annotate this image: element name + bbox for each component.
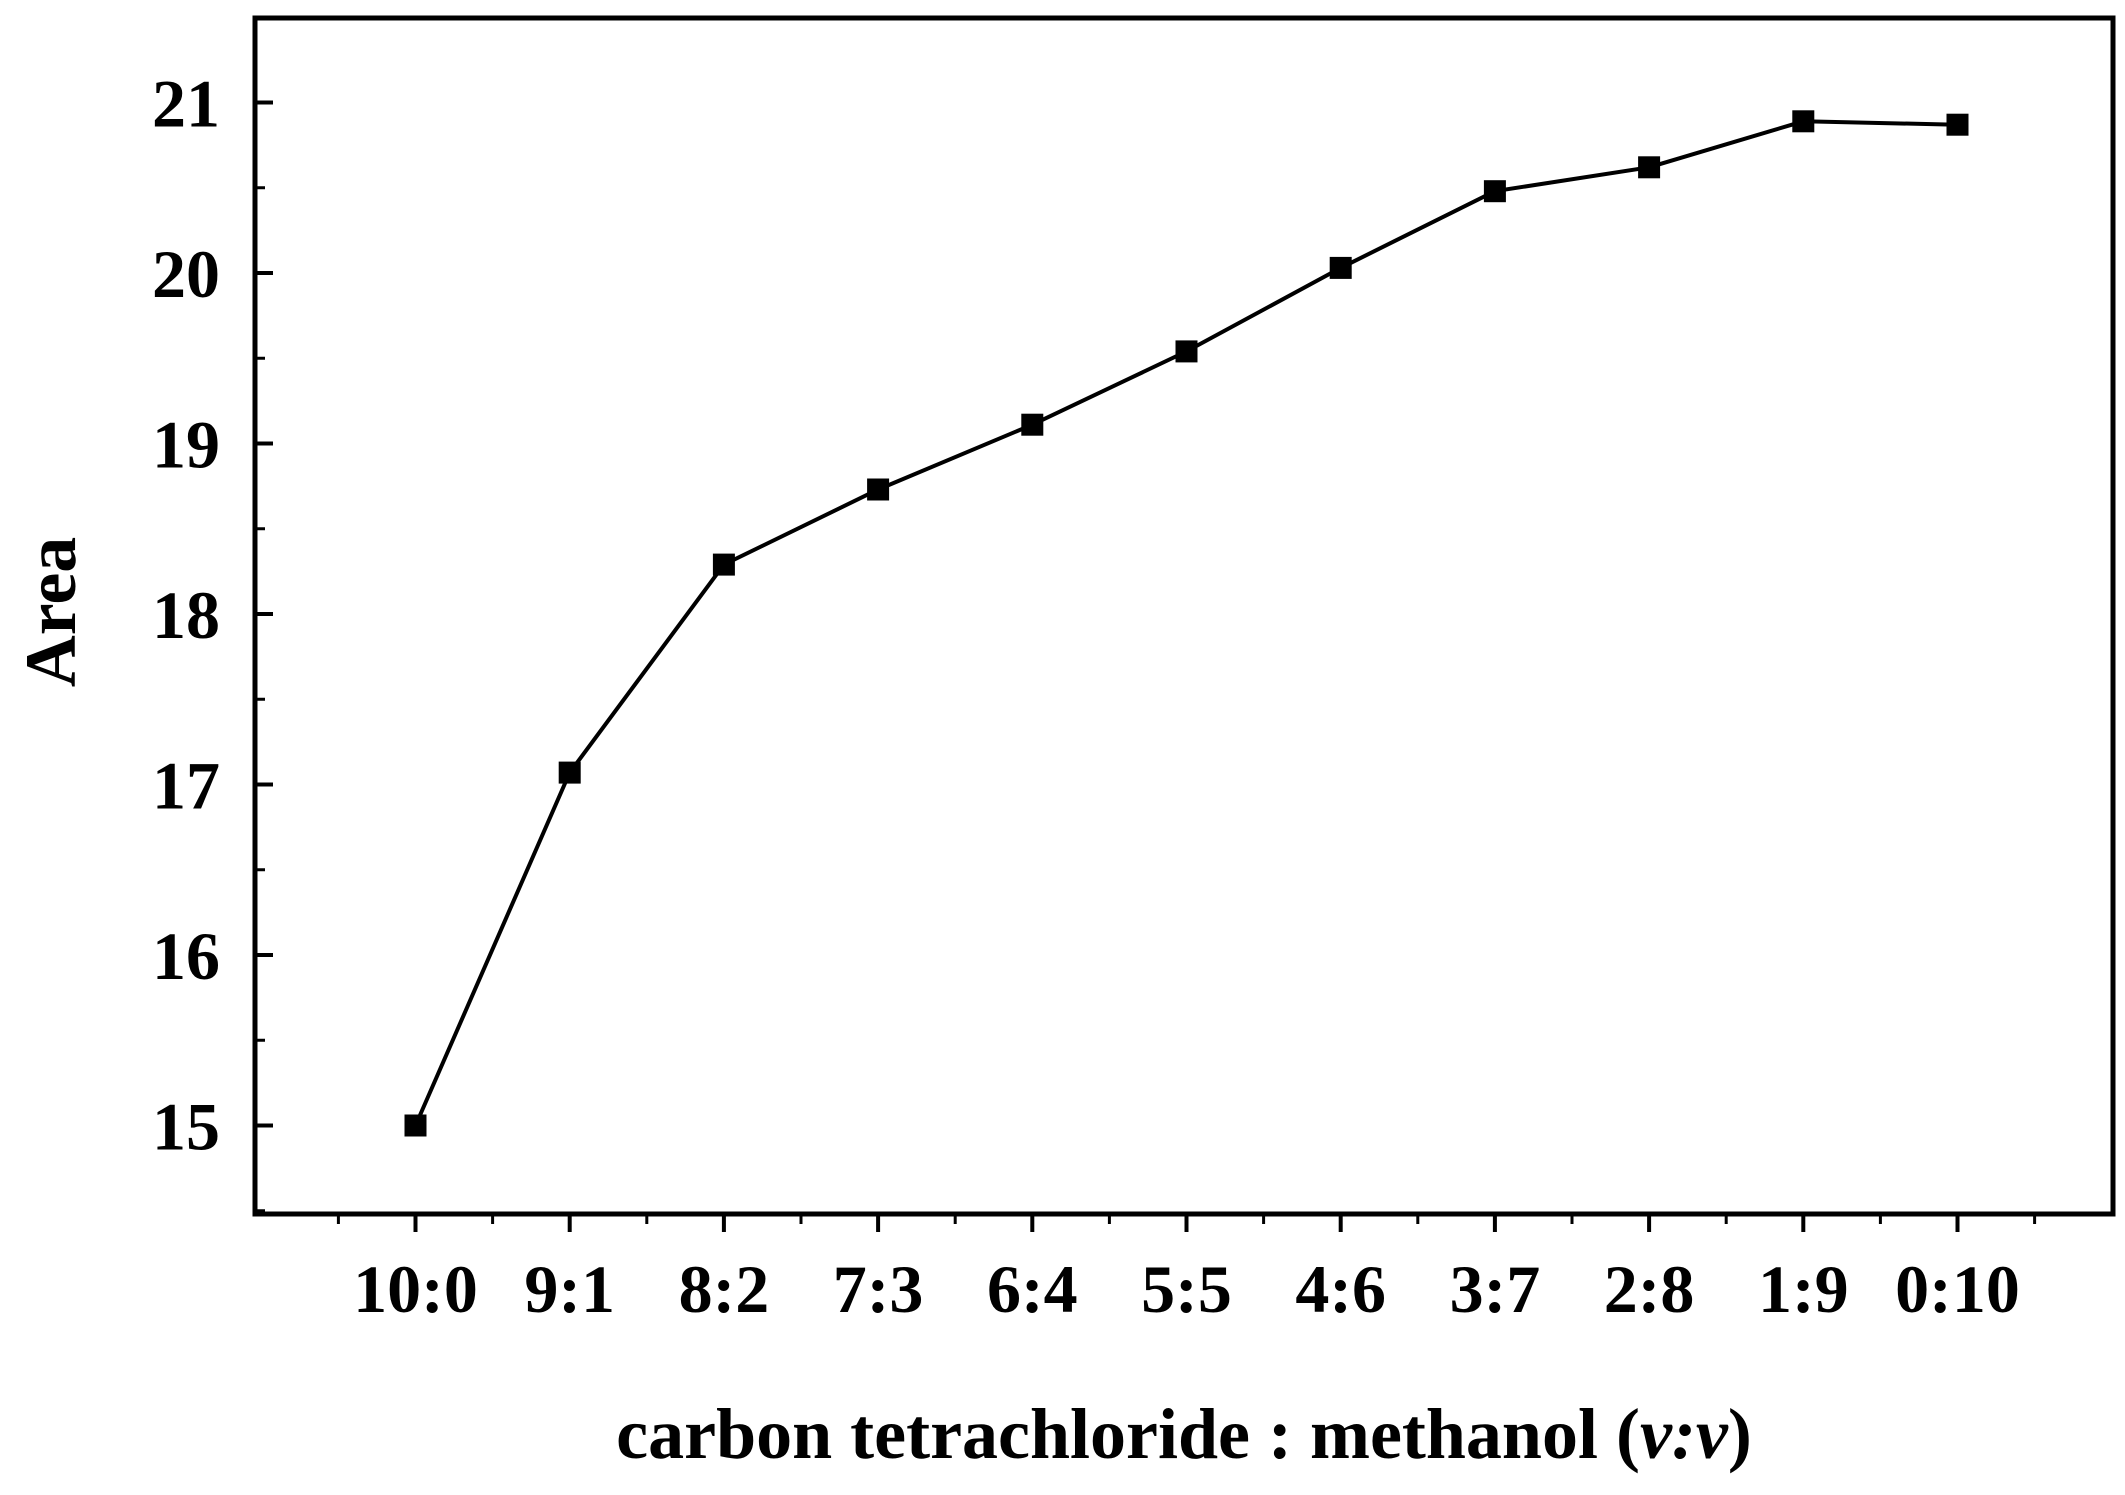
x-axis-title-main: carbon tetrachloride : methanol ( — [616, 1394, 1640, 1474]
y-tick-label: 18 — [152, 577, 220, 653]
y-tick-label: 16 — [152, 918, 220, 994]
x-tick-label: 9:1 — [524, 1251, 615, 1327]
data-point-marker — [1483, 180, 1506, 203]
data-point-marker — [1175, 340, 1198, 363]
data-point-marker — [558, 761, 581, 784]
x-axis-ticks: 10:0 9:1 8:2 7:3 6:4 5:5 4:6 3:7 2:8 1:9 0:10 — [336, 1214, 2037, 1327]
x-tick-label: 7:3 — [833, 1251, 924, 1327]
x-tick-label: 8:2 — [679, 1251, 770, 1327]
data-point-marker — [404, 1114, 427, 1137]
x-axis-title-end: ) — [1728, 1394, 1752, 1474]
y-axis-title: Area — [11, 537, 91, 688]
data-point-marker — [1638, 156, 1661, 179]
data-point-marker — [867, 478, 890, 501]
x-tick-label: 4:6 — [1295, 1251, 1386, 1327]
x-tick-label: 10:0 — [353, 1251, 478, 1327]
data-point-marker — [1946, 113, 1969, 136]
plot-frame — [252, 15, 2116, 1217]
x-axis-title-italic: v:v — [1640, 1394, 1729, 1474]
y-axis-ticks: 15 16 17 18 19 20 21 — [152, 15, 273, 1213]
data-point-marker — [1329, 256, 1352, 279]
x-tick-label: 6:4 — [987, 1251, 1078, 1327]
y-tick-label: 15 — [152, 1089, 220, 1165]
data-point-marker — [1792, 110, 1815, 133]
data-point-marker — [1021, 413, 1044, 436]
data-point-marker — [712, 553, 735, 576]
series-line — [413, 119, 1958, 1127]
x-tick-label: 3:7 — [1450, 1251, 1541, 1327]
y-tick-label: 17 — [152, 748, 220, 824]
y-tick-label: 21 — [152, 66, 220, 142]
y-tick-label: 20 — [152, 236, 220, 312]
x-tick-label: 2:8 — [1604, 1251, 1695, 1327]
x-tick-label: 1:9 — [1758, 1251, 1849, 1327]
x-tick-label: 0:10 — [1895, 1251, 2020, 1327]
series-layer — [404, 110, 1969, 1137]
y-tick-label: 19 — [152, 407, 220, 483]
x-axis-title: carbon tetrachloride : methanol (v:v) — [616, 1394, 1752, 1474]
x-tick-label: 5:5 — [1141, 1251, 1232, 1327]
